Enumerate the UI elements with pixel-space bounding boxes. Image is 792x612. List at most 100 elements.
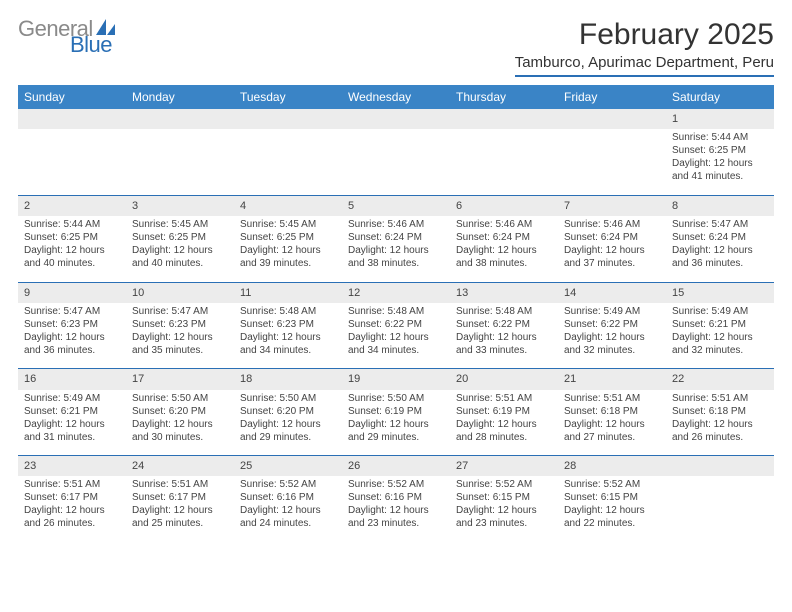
- sunset-text: Sunset: 6:23 PM: [24, 318, 120, 331]
- sunset-text: Sunset: 6:20 PM: [240, 405, 336, 418]
- sunrise-text: Sunrise: 5:50 AM: [240, 392, 336, 405]
- day-number-cell: 4: [234, 195, 342, 216]
- sunset-text: Sunset: 6:21 PM: [672, 318, 768, 331]
- sunset-text: Sunset: 6:21 PM: [24, 405, 120, 418]
- daylight-text: Daylight: 12 hours and 36 minutes.: [672, 244, 768, 270]
- sunrise-text: Sunrise: 5:46 AM: [564, 218, 660, 231]
- day-detail-cell: [558, 129, 666, 195]
- day-number-cell: [342, 109, 450, 129]
- day-detail-row: Sunrise: 5:44 AMSunset: 6:25 PMDaylight:…: [18, 129, 774, 195]
- month-title: February 2025: [515, 18, 774, 52]
- sunrise-text: Sunrise: 5:48 AM: [240, 305, 336, 318]
- daylight-text: Daylight: 12 hours and 31 minutes.: [24, 418, 120, 444]
- location-text: Tamburco, Apurimac Department, Peru: [515, 54, 774, 77]
- day-number-cell: 21: [558, 369, 666, 390]
- sunset-text: Sunset: 6:18 PM: [564, 405, 660, 418]
- daylight-text: Daylight: 12 hours and 37 minutes.: [564, 244, 660, 270]
- daylight-text: Daylight: 12 hours and 40 minutes.: [132, 244, 228, 270]
- sunrise-text: Sunrise: 5:48 AM: [456, 305, 552, 318]
- day-number-cell: [450, 109, 558, 129]
- day-number-cell: 18: [234, 369, 342, 390]
- day-detail-cell: Sunrise: 5:50 AMSunset: 6:20 PMDaylight:…: [234, 390, 342, 456]
- sunrise-text: Sunrise: 5:52 AM: [348, 478, 444, 491]
- sunset-text: Sunset: 6:25 PM: [24, 231, 120, 244]
- sunrise-text: Sunrise: 5:51 AM: [132, 478, 228, 491]
- day-detail-cell: [342, 129, 450, 195]
- sunset-text: Sunset: 6:24 PM: [456, 231, 552, 244]
- day-number-cell: 28: [558, 456, 666, 477]
- day-detail-cell: Sunrise: 5:45 AMSunset: 6:25 PMDaylight:…: [234, 216, 342, 282]
- sunset-text: Sunset: 6:25 PM: [672, 144, 768, 157]
- day-number-cell: 17: [126, 369, 234, 390]
- sunrise-text: Sunrise: 5:46 AM: [456, 218, 552, 231]
- day-header: Saturday: [666, 85, 774, 109]
- day-detail-row: Sunrise: 5:47 AMSunset: 6:23 PMDaylight:…: [18, 303, 774, 369]
- sunset-text: Sunset: 6:25 PM: [132, 231, 228, 244]
- sunrise-text: Sunrise: 5:50 AM: [348, 392, 444, 405]
- sunrise-text: Sunrise: 5:49 AM: [24, 392, 120, 405]
- day-detail-cell: Sunrise: 5:52 AMSunset: 6:16 PMDaylight:…: [234, 476, 342, 542]
- sunset-text: Sunset: 6:16 PM: [240, 491, 336, 504]
- daylight-text: Daylight: 12 hours and 32 minutes.: [564, 331, 660, 357]
- day-detail-cell: [126, 129, 234, 195]
- sunset-text: Sunset: 6:20 PM: [132, 405, 228, 418]
- day-number-row: 232425262728: [18, 456, 774, 477]
- day-detail-cell: [18, 129, 126, 195]
- day-header: Tuesday: [234, 85, 342, 109]
- sunset-text: Sunset: 6:15 PM: [564, 491, 660, 504]
- day-detail-cell: Sunrise: 5:44 AMSunset: 6:25 PMDaylight:…: [666, 129, 774, 195]
- daylight-text: Daylight: 12 hours and 41 minutes.: [672, 157, 768, 183]
- sunrise-text: Sunrise: 5:51 AM: [456, 392, 552, 405]
- day-detail-cell: Sunrise: 5:52 AMSunset: 6:16 PMDaylight:…: [342, 476, 450, 542]
- sunset-text: Sunset: 6:24 PM: [672, 231, 768, 244]
- day-number-cell: 14: [558, 282, 666, 303]
- day-detail-cell: Sunrise: 5:44 AMSunset: 6:25 PMDaylight:…: [18, 216, 126, 282]
- day-number-cell: 8: [666, 195, 774, 216]
- day-detail-cell: Sunrise: 5:51 AMSunset: 6:17 PMDaylight:…: [126, 476, 234, 542]
- day-header: Thursday: [450, 85, 558, 109]
- brand-logo: General Blue: [18, 18, 117, 56]
- daylight-text: Daylight: 12 hours and 34 minutes.: [348, 331, 444, 357]
- daylight-text: Daylight: 12 hours and 34 minutes.: [240, 331, 336, 357]
- sunrise-text: Sunrise: 5:49 AM: [672, 305, 768, 318]
- sunset-text: Sunset: 6:16 PM: [348, 491, 444, 504]
- day-number-cell: 23: [18, 456, 126, 477]
- day-detail-cell: Sunrise: 5:49 AMSunset: 6:22 PMDaylight:…: [558, 303, 666, 369]
- day-detail-row: Sunrise: 5:51 AMSunset: 6:17 PMDaylight:…: [18, 476, 774, 542]
- sunrise-text: Sunrise: 5:44 AM: [24, 218, 120, 231]
- day-header-row: Sunday Monday Tuesday Wednesday Thursday…: [18, 85, 774, 109]
- sunrise-text: Sunrise: 5:48 AM: [348, 305, 444, 318]
- sunrise-text: Sunrise: 5:50 AM: [132, 392, 228, 405]
- day-detail-cell: Sunrise: 5:50 AMSunset: 6:19 PMDaylight:…: [342, 390, 450, 456]
- sunset-text: Sunset: 6:19 PM: [456, 405, 552, 418]
- day-number-cell: 1: [666, 109, 774, 129]
- daylight-text: Daylight: 12 hours and 39 minutes.: [240, 244, 336, 270]
- day-detail-cell: Sunrise: 5:47 AMSunset: 6:23 PMDaylight:…: [126, 303, 234, 369]
- sunrise-text: Sunrise: 5:51 AM: [24, 478, 120, 491]
- sunset-text: Sunset: 6:25 PM: [240, 231, 336, 244]
- sunrise-text: Sunrise: 5:47 AM: [24, 305, 120, 318]
- day-header: Friday: [558, 85, 666, 109]
- sunrise-text: Sunrise: 5:45 AM: [132, 218, 228, 231]
- day-number-cell: 7: [558, 195, 666, 216]
- daylight-text: Daylight: 12 hours and 33 minutes.: [456, 331, 552, 357]
- day-detail-cell: Sunrise: 5:45 AMSunset: 6:25 PMDaylight:…: [126, 216, 234, 282]
- day-detail-row: Sunrise: 5:44 AMSunset: 6:25 PMDaylight:…: [18, 216, 774, 282]
- sunset-text: Sunset: 6:23 PM: [240, 318, 336, 331]
- day-number-cell: [234, 109, 342, 129]
- day-header: Sunday: [18, 85, 126, 109]
- day-number-cell: [558, 109, 666, 129]
- day-number-cell: 12: [342, 282, 450, 303]
- day-number-cell: 3: [126, 195, 234, 216]
- sunrise-text: Sunrise: 5:52 AM: [456, 478, 552, 491]
- day-detail-cell: Sunrise: 5:48 AMSunset: 6:22 PMDaylight:…: [450, 303, 558, 369]
- sunset-text: Sunset: 6:17 PM: [24, 491, 120, 504]
- daylight-text: Daylight: 12 hours and 36 minutes.: [24, 331, 120, 357]
- day-detail-cell: Sunrise: 5:52 AMSunset: 6:15 PMDaylight:…: [558, 476, 666, 542]
- day-number-cell: 2: [18, 195, 126, 216]
- daylight-text: Daylight: 12 hours and 25 minutes.: [132, 504, 228, 530]
- day-detail-cell: Sunrise: 5:51 AMSunset: 6:19 PMDaylight:…: [450, 390, 558, 456]
- daylight-text: Daylight: 12 hours and 27 minutes.: [564, 418, 660, 444]
- day-number-cell: 25: [234, 456, 342, 477]
- day-number-cell: 26: [342, 456, 450, 477]
